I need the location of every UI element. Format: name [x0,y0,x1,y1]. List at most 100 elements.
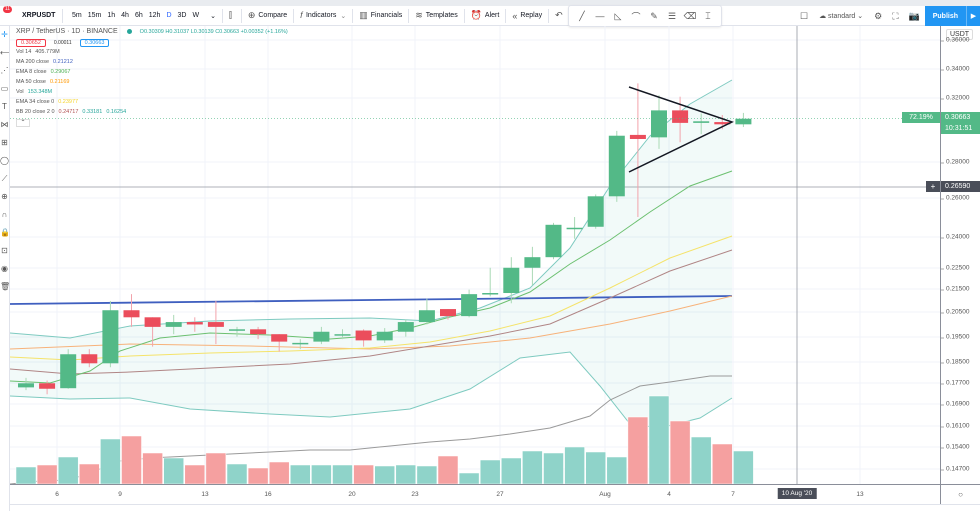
indicator-row[interactable]: Vol 14 405.779M [16,47,288,57]
time-tick: 23 [411,491,419,498]
interval-dropdown[interactable]: ⌄ [206,6,220,25]
compare-label: Compare [258,12,288,19]
triangle-pattern-icon[interactable]: ◺ [614,10,622,21]
interval-W[interactable]: W [192,12,200,19]
compare-button[interactable]: ⊕ Compare [244,6,291,25]
interval-6h[interactable]: 6h [134,12,143,19]
prediction-icon[interactable]: ⊞ [1,138,8,147]
interval-D[interactable]: D [166,12,172,19]
camera-icon[interactable]: 📷 [908,10,920,21]
text-icon[interactable]: T [2,102,7,111]
legend-ohlc: O0.30309 H0.31037 L0.30139 C0.30663 +0.0… [139,28,288,35]
left-toolbar: ✛ ⟵ ⋰ ▭ T ⋈ ⊞ ◯ ⟋ ⊕ ∩ 🔒 ⊡ ◉ 🗑 [0,26,10,511]
price-chart[interactable] [10,26,940,484]
time-tick: 13 [201,491,209,498]
buy-button[interactable]: 0.30663 [79,39,110,47]
divider [221,8,223,23]
add-crosshair-plus-icon[interactable]: + [926,181,940,192]
gear-icon[interactable]: ⚙ [874,10,883,21]
notification-badge[interactable]: 11 [3,6,12,13]
indicator-row[interactable]: Vol 153.348M [16,87,288,97]
currency-label[interactable]: USDT [946,29,974,40]
replay-button[interactable]: «Replay [508,6,546,25]
legend-title: XRP / TetherUS · 1D · BINANCE [16,28,118,35]
curve-icon[interactable]: ⌒ [631,11,641,22]
shapes-icon[interactable]: ◯ [0,156,9,165]
indicators-button[interactable]: 𝑓 Indicators ⌄ [296,6,350,25]
price-axis[interactable]: USDT 0.36000 0.34000 0.32000 0.28000 0.26000… [940,26,980,484]
pitchfork-icon[interactable]: ⋰ [0,66,9,75]
indicator-row[interactable]: MA 200 close 0.21212 [16,57,288,67]
time-tick: 7 [731,491,735,498]
function-icon: 𝑓 [300,10,303,20]
crosshair-icon[interactable]: ✛ [1,30,8,39]
indicator-name: BB 20 close 2 0 [16,109,55,115]
interval-3D[interactable]: 3D [177,12,187,19]
financials-button[interactable]: ▥ Financials [355,6,406,25]
indicator-row[interactable]: MA 50 close 0.21169 [16,77,288,87]
interval-4h[interactable]: 4h [121,12,129,19]
eye-icon[interactable]: ◉ [1,264,8,273]
indicator-value: 0.23977 [58,99,79,105]
layout-selector[interactable]: ☁ standard ⌄ [819,13,864,20]
indicator-value: 0.33181 [82,109,103,115]
percent-label: 72.19% [902,112,940,123]
indicator-row[interactable]: EMA 8 close 0.29067 [16,67,288,77]
price-tick: 0.16100 [941,422,970,430]
right-toolbar: ☐ ☁ standard ⌄ ⚙ ⛶ 📷 Publish ▶ [795,6,980,26]
sell-button[interactable]: 0.30652 [16,39,46,47]
chevron-down-icon: ⌄ [210,12,216,20]
fib-icon[interactable]: ☰ [667,10,677,21]
lock-icon[interactable]: 🔒 [0,228,9,237]
eraser-icon[interactable]: ⌫ [683,10,697,21]
horizontal-line-icon[interactable]: — [595,11,605,21]
magnet-icon[interactable]: ∩ [1,210,8,219]
time-axis[interactable]: 6 9 13 16 20 23 27 Aug 4 7 13 10 Aug '20 [10,484,940,504]
bottom-panel [10,504,980,511]
price-tick: 0.20500 [941,308,970,316]
time-tick: 27 [496,491,504,498]
trash-icon[interactable]: 🗑 [0,282,9,291]
chart-type-button[interactable]: ⫿ [225,6,239,25]
play-icon[interactable]: ▶ [966,6,980,26]
undo-button[interactable]: ↶ [551,6,570,25]
indicator-value: 0.21169 [49,79,70,85]
interval-12h[interactable]: 12h [148,12,161,19]
symbol-search[interactable]: XRPUSDT [22,12,56,19]
divider [293,8,295,23]
zoom-icon[interactable]: ⊕ [1,192,8,201]
templates-button[interactable]: ≋ Templates [411,6,461,25]
alert-button[interactable]: ⏰ Alert [467,6,504,25]
lock-drawings-icon[interactable]: ⊡ [1,246,8,255]
collapse-legend-button[interactable]: ⌃ [16,119,30,127]
indicator-value: 0.29067 [50,69,71,75]
interval-5m[interactable]: 5m [72,12,82,19]
indicator-value: 153.348M [27,89,53,95]
publish-button[interactable]: Publish [924,6,966,26]
expand-icon[interactable]: ⛶ [892,10,899,21]
pattern-icon[interactable]: ⋈ [0,120,9,129]
rectangle-icon[interactable]: ▭ [0,84,9,93]
candles-icon: ⫿ [228,10,232,20]
ruler-icon[interactable]: ⟋ [1,174,8,183]
indicator-list: Vol 14 405.779M MA 200 close 0.21212 EMA 8 c… [16,47,288,117]
trend-line-icon[interactable]: ⟵ [0,48,9,57]
trend-line-icon[interactable]: ╱ [579,10,585,21]
layout-label: standard [828,13,856,20]
divider [548,8,550,23]
indicator-value: 0.21212 [53,59,73,65]
auto-scale-circle-icon[interactable]: ○ [940,484,980,504]
crosshair-date-label: 10 Aug '20 [777,488,817,499]
fullscreen-square-icon[interactable]: ☐ [800,10,809,21]
time-tick: 20 [348,491,356,498]
interval-list: 5m 15m 1h 4h 6h 12h D 3D W [65,6,206,25]
interval-15m[interactable]: 15m [87,12,102,19]
price-tick: 0.34000 [941,65,970,73]
indicator-row[interactable]: BB 20 close 2 0 0.24717 0.33181 0.16254 [16,107,288,117]
indicator-row[interactable]: EMA 34 close 0 0.23977 [16,97,288,107]
text-cursor-icon[interactable]: ⌶ [705,10,711,21]
time-tick: Aug [599,491,611,498]
indicator-name: EMA 8 close [16,69,47,75]
interval-1h[interactable]: 1h [107,12,116,19]
brush-icon[interactable]: ✎ [650,10,658,21]
